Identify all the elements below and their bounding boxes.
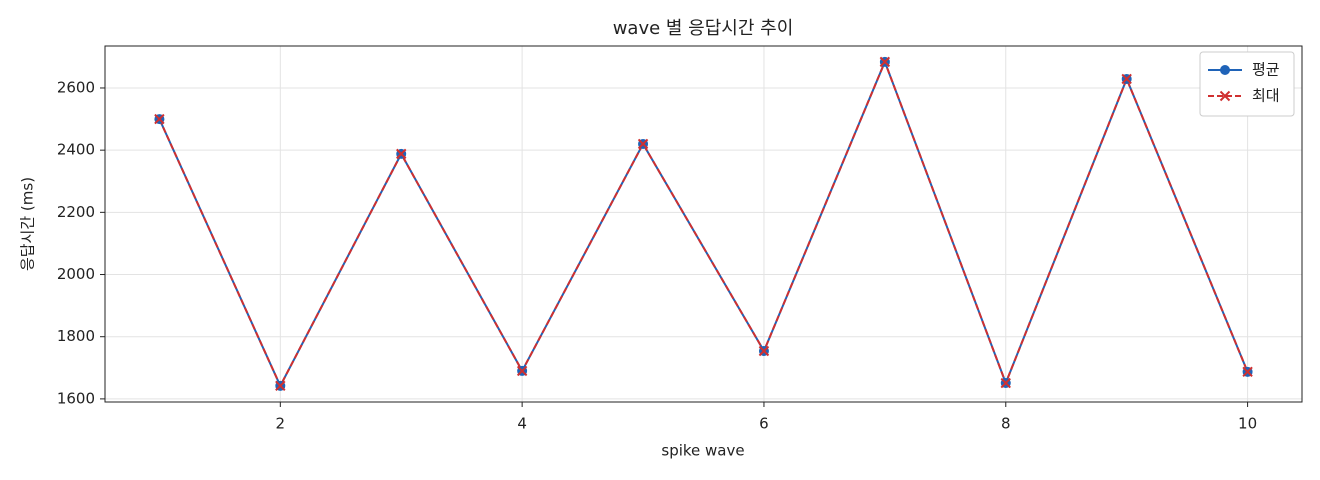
point	[758, 345, 770, 357]
point	[396, 148, 407, 160]
point	[154, 113, 165, 125]
y-tick-label: 2200	[57, 203, 95, 221]
legend-box	[1199, 51, 1295, 117]
plot	[154, 56, 1253, 392]
point	[1242, 366, 1253, 378]
legend-marker	[1220, 65, 1230, 75]
legend-label: 평균	[1252, 61, 1280, 79]
x-tick-label: 4	[517, 415, 527, 433]
y-tick-label: 1600	[57, 389, 95, 407]
point	[879, 56, 891, 68]
grid	[105, 46, 1302, 402]
chart-title: wave 별 응답시간 추이	[613, 18, 794, 39]
plot-frame	[104, 45, 1303, 403]
x-axis-label: spike wave	[661, 442, 744, 460]
point	[1121, 73, 1132, 85]
y-tick-label: 2400	[57, 141, 95, 159]
point	[637, 138, 649, 150]
point	[275, 380, 286, 392]
series-line	[158, 59, 1249, 389]
y-tick-label: 2000	[57, 265, 95, 283]
point	[1000, 377, 1011, 389]
series-line	[158, 59, 1249, 389]
x-tick-label: 2	[276, 415, 286, 433]
y-tick-label: 2600	[57, 78, 95, 96]
y-tick-label: 1800	[57, 327, 95, 345]
x-tick-label: 6	[759, 415, 769, 433]
legend-label: 최대	[1252, 87, 1280, 105]
y-axis-label: 응답시간 (ms)	[19, 177, 37, 271]
x-tick-label: 8	[1001, 415, 1011, 433]
point	[516, 365, 528, 377]
legend-marker	[1219, 90, 1231, 102]
x-tick-label: 10	[1238, 415, 1257, 433]
